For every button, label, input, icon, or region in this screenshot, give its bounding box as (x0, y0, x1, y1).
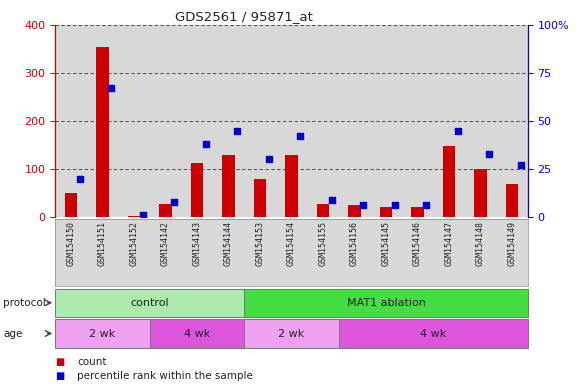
Bar (150, 319, 244, 348)
Point (264, 156, 273, 162)
Bar (253, 179, 266, 217)
Text: GSM154156: GSM154156 (350, 221, 359, 266)
Text: GSM154146: GSM154146 (413, 221, 422, 266)
Point (358, 202, 368, 209)
Text: 2 wk: 2 wk (278, 328, 304, 339)
Text: GSM154154: GSM154154 (287, 221, 296, 266)
Point (138, 212, 147, 218)
Bar (222, 155, 235, 217)
Bar (55, 319, 150, 348)
Text: percentile rank within the sample: percentile rank within the sample (77, 371, 253, 381)
Text: 4 wk: 4 wk (420, 328, 447, 339)
Point (233, 127, 242, 134)
Bar (285, 155, 298, 217)
Bar (244, 289, 528, 317)
Text: 4 wk: 4 wk (184, 328, 210, 339)
Text: GSM154149: GSM154149 (508, 221, 517, 266)
Bar (128, 215, 140, 217)
Point (453, 127, 462, 134)
Point (516, 162, 525, 168)
Text: ■: ■ (55, 371, 64, 381)
Bar (317, 204, 329, 217)
Bar (96, 46, 108, 217)
Text: GSM154151: GSM154151 (98, 221, 107, 266)
Text: control: control (130, 298, 169, 308)
Point (422, 202, 431, 209)
Bar (191, 163, 203, 217)
Point (390, 202, 400, 209)
Point (107, 85, 116, 91)
Point (296, 133, 305, 139)
Text: GDS2561 / 95871_at: GDS2561 / 95871_at (175, 10, 313, 23)
Text: GSM154155: GSM154155 (318, 221, 328, 266)
Bar (506, 184, 519, 217)
Text: GSM154145: GSM154145 (382, 221, 390, 266)
Text: GSM154153: GSM154153 (255, 221, 264, 266)
Point (75, 175, 84, 182)
Text: ■: ■ (55, 357, 64, 367)
Text: GSM154147: GSM154147 (444, 221, 454, 266)
Bar (474, 169, 487, 217)
Bar (348, 205, 361, 217)
Text: 2 wk: 2 wk (89, 328, 115, 339)
Bar (339, 319, 528, 348)
Bar (443, 146, 455, 217)
Point (169, 199, 179, 205)
Text: GSM154143: GSM154143 (193, 221, 201, 266)
Point (201, 141, 211, 147)
Point (327, 197, 336, 203)
Bar (159, 204, 172, 217)
Text: GSM154152: GSM154152 (129, 221, 139, 266)
Text: GSM154150: GSM154150 (66, 221, 75, 266)
Text: GSM154148: GSM154148 (476, 221, 485, 266)
Bar (380, 207, 392, 217)
Text: protocol: protocol (3, 298, 46, 308)
Bar (411, 207, 424, 217)
Text: GSM154144: GSM154144 (224, 221, 233, 266)
Bar (64, 193, 77, 217)
Text: age: age (3, 328, 22, 339)
Text: MAT1 ablation: MAT1 ablation (347, 298, 425, 308)
Bar (244, 319, 339, 348)
Point (485, 151, 494, 157)
Text: GSM154142: GSM154142 (161, 221, 170, 266)
Text: count: count (77, 357, 107, 367)
Bar (55, 289, 244, 317)
